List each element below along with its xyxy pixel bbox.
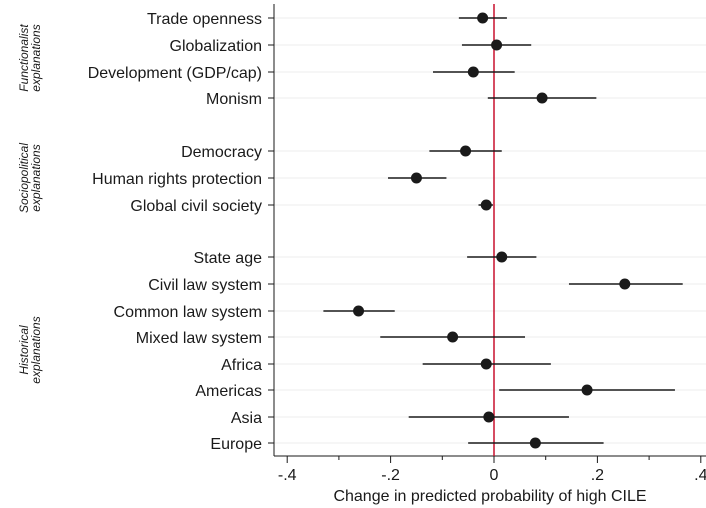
y-label-democracy: Democracy: [181, 144, 262, 161]
point-asia: [483, 411, 495, 423]
point-development-gdp-cap: [467, 66, 479, 78]
y-label-americas: Americas: [195, 383, 262, 400]
point-democracy: [460, 145, 472, 157]
y-label-development-gdp-cap: Development (GDP/cap): [88, 65, 262, 82]
group-label-sociopolitical-explanations: Sociopoliticalexplanations: [17, 143, 43, 213]
y-label-global-civil-society: Global civil society: [130, 198, 262, 215]
point-civil-law-system: [619, 278, 631, 290]
point-state-age: [496, 251, 508, 263]
y-label-asia: Asia: [231, 410, 262, 427]
y-label-trade-openness: Trade openness: [147, 11, 262, 28]
y-label-europe: Europe: [210, 436, 262, 453]
x-tick-label: 0: [490, 467, 499, 484]
point-global-civil-society: [480, 199, 492, 211]
x-tick-label: -.2: [381, 467, 400, 484]
point-human-rights-protection: [410, 172, 422, 184]
x-tick-label: .2: [591, 467, 604, 484]
point-monism: [536, 92, 548, 104]
point-mixed-law-system: [447, 331, 459, 343]
x-tick-label: -.4: [278, 467, 297, 484]
y-label-human-rights-protection: Human rights protection: [92, 171, 262, 188]
y-label-common-law-system: Common law system: [114, 304, 262, 321]
group-label-historical-explanations: Historicalexplanations: [17, 316, 43, 383]
point-globalization: [491, 39, 503, 51]
y-label-state-age: State age: [194, 250, 263, 267]
y-label-civil-law-system: Civil law system: [148, 277, 262, 294]
point-common-law-system: [353, 305, 365, 317]
x-axis-title: Change in predicted probability of high …: [333, 488, 646, 505]
point-europe: [529, 437, 541, 449]
group-label-functionalist-explanations: Functionalistexplanations: [17, 24, 43, 92]
point-africa: [480, 358, 492, 370]
y-label-africa: Africa: [221, 357, 262, 374]
point-americas: [581, 384, 593, 396]
y-label-mixed-law-system: Mixed law system: [136, 330, 262, 347]
y-label-globalization: Globalization: [170, 38, 263, 55]
point-trade-openness: [477, 12, 489, 24]
y-label-monism: Monism: [206, 91, 262, 108]
x-tick-label: .4: [694, 467, 706, 484]
